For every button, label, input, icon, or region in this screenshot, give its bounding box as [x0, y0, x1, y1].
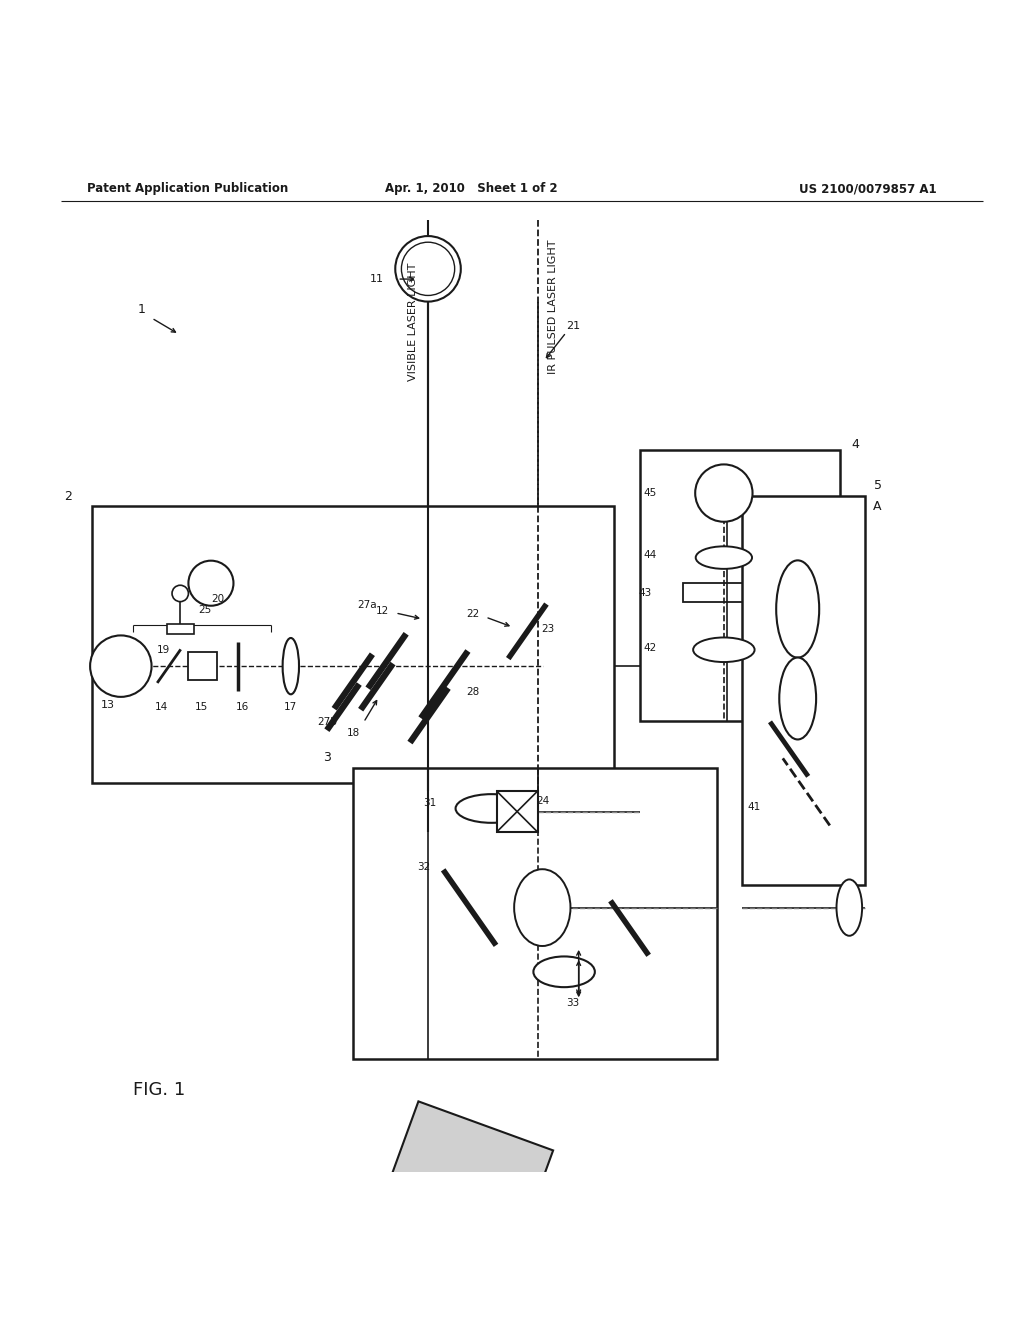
Text: VISIBLE LASER LIGHT: VISIBLE LASER LIGHT — [408, 263, 418, 381]
Bar — [640, 450, 840, 722]
Text: IR PULSED LASER LIGHT: IR PULSED LASER LIGHT — [548, 239, 558, 374]
Text: 13: 13 — [100, 700, 115, 710]
Ellipse shape — [776, 561, 819, 657]
Text: 28: 28 — [467, 686, 479, 697]
Circle shape — [695, 465, 753, 521]
Circle shape — [395, 236, 461, 301]
Text: 18: 18 — [347, 727, 359, 738]
Text: 24: 24 — [537, 796, 549, 807]
Text: 3: 3 — [323, 751, 331, 764]
Bar — [383, 1101, 553, 1246]
Ellipse shape — [514, 869, 570, 946]
Ellipse shape — [283, 638, 299, 694]
Text: 22: 22 — [467, 609, 479, 619]
Text: 27b: 27b — [317, 718, 338, 727]
Ellipse shape — [534, 957, 595, 987]
Text: 45: 45 — [644, 488, 656, 498]
Text: 33: 33 — [565, 998, 579, 1007]
Text: 11: 11 — [370, 275, 384, 284]
Text: 43: 43 — [639, 589, 651, 598]
Ellipse shape — [693, 638, 755, 663]
Text: 12: 12 — [376, 606, 388, 616]
Text: 44: 44 — [644, 549, 656, 560]
Ellipse shape — [456, 795, 527, 822]
Text: 17: 17 — [285, 702, 297, 711]
Ellipse shape — [695, 546, 752, 569]
Bar — [497, 791, 538, 832]
Circle shape — [401, 242, 455, 296]
Text: 42: 42 — [644, 643, 656, 652]
Text: 41: 41 — [748, 803, 761, 812]
Text: 23: 23 — [542, 624, 554, 635]
Circle shape — [172, 585, 188, 602]
Text: 4: 4 — [851, 438, 859, 451]
Text: 32: 32 — [417, 862, 430, 871]
Text: 21: 21 — [566, 321, 581, 331]
Ellipse shape — [837, 879, 862, 936]
Bar — [353, 767, 717, 1060]
Bar — [742, 496, 865, 886]
Text: 1: 1 — [137, 304, 145, 317]
Bar — [188, 652, 217, 681]
Text: 16: 16 — [237, 702, 249, 711]
Circle shape — [90, 635, 152, 697]
Bar — [92, 507, 614, 783]
Text: 27a: 27a — [356, 599, 377, 610]
Circle shape — [188, 561, 233, 606]
Text: 15: 15 — [196, 702, 208, 711]
Bar — [683, 583, 765, 602]
Text: 31: 31 — [423, 799, 436, 808]
Text: 5: 5 — [873, 479, 882, 492]
Text: 19: 19 — [158, 644, 170, 655]
Text: A: A — [873, 500, 882, 513]
Text: 14: 14 — [156, 702, 168, 711]
Ellipse shape — [779, 657, 816, 739]
Text: 20: 20 — [212, 594, 224, 603]
Text: Patent Application Publication: Patent Application Publication — [87, 182, 289, 195]
Text: 2: 2 — [63, 490, 72, 503]
Text: FIG. 1: FIG. 1 — [133, 1081, 185, 1100]
Bar — [167, 624, 194, 635]
Text: Apr. 1, 2010   Sheet 1 of 2: Apr. 1, 2010 Sheet 1 of 2 — [385, 182, 557, 195]
Text: US 2100/0079857 A1: US 2100/0079857 A1 — [800, 182, 937, 195]
Text: 25: 25 — [199, 605, 211, 615]
